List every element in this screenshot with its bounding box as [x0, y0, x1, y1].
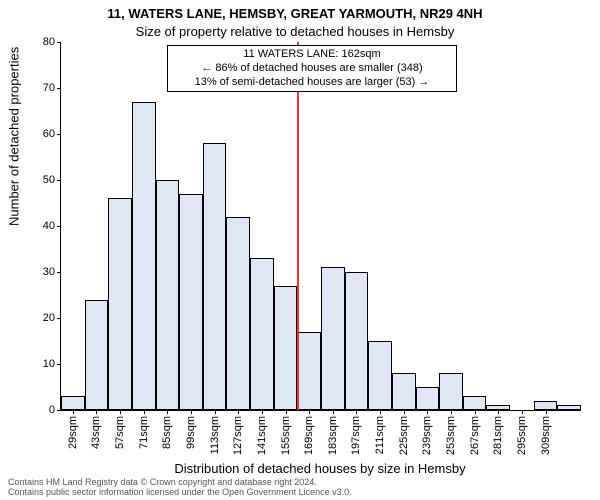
x-tick-mark — [167, 410, 168, 414]
histogram-bar — [203, 143, 227, 410]
plot-area: 0102030405060708029sqm43sqm57sqm71sqm85s… — [60, 42, 581, 411]
histogram-bar — [274, 286, 298, 410]
reference-line — [297, 42, 299, 410]
x-tick-label: 267sqm — [469, 416, 481, 455]
histogram-bar — [250, 258, 274, 410]
histogram-bar — [463, 396, 487, 410]
y-tick-label: 40 — [43, 220, 61, 232]
histogram-bar — [416, 387, 440, 410]
x-tick-label: 183sqm — [327, 416, 339, 455]
x-tick-mark — [451, 410, 452, 414]
x-tick-label: 127sqm — [232, 416, 244, 455]
x-tick-label: 295sqm — [516, 416, 528, 455]
x-tick-label: 197sqm — [350, 416, 362, 455]
x-tick-mark — [120, 410, 121, 414]
histogram-bar — [557, 405, 581, 410]
x-tick-label: 113sqm — [209, 416, 221, 454]
histogram-bar — [226, 217, 250, 410]
x-tick-mark — [475, 410, 476, 414]
histogram-bar — [179, 194, 203, 410]
x-tick-mark — [309, 410, 310, 414]
x-tick-mark — [380, 410, 381, 414]
x-tick-mark — [498, 410, 499, 414]
histogram-bar — [108, 198, 132, 410]
page-subtitle: Size of property relative to detached ho… — [0, 24, 590, 39]
histogram-bar — [156, 180, 180, 410]
page-title: 11, WATERS LANE, HEMSBY, GREAT YARMOUTH,… — [0, 6, 590, 21]
y-tick-label: 60 — [43, 128, 61, 140]
histogram-bar — [534, 401, 558, 410]
histogram-bar — [132, 102, 156, 410]
x-tick-mark — [427, 410, 428, 414]
x-tick-label: 239sqm — [421, 416, 433, 455]
y-axis-label-text: Number of detached properties — [7, 47, 22, 226]
x-tick-mark — [238, 410, 239, 414]
x-tick-label: 85sqm — [161, 416, 173, 449]
annotation-line-2: ← 86% of detached houses are smaller (34… — [174, 62, 450, 76]
histogram-bar — [61, 396, 85, 410]
histogram-bar — [321, 267, 345, 410]
y-tick-label: 50 — [43, 174, 61, 186]
y-tick-label: 80 — [43, 36, 61, 48]
x-tick-label: 309sqm — [540, 416, 552, 455]
x-tick-label: 155sqm — [280, 416, 292, 455]
footer-line-2: Contains public sector information licen… — [8, 488, 352, 498]
x-tick-mark — [286, 410, 287, 414]
y-tick-label: 30 — [43, 266, 61, 278]
y-tick-label: 0 — [49, 404, 61, 416]
histogram-bar — [368, 341, 392, 410]
x-tick-mark — [546, 410, 547, 414]
x-tick-mark — [96, 410, 97, 414]
y-tick-label: 70 — [43, 82, 61, 94]
chart-container: 11, WATERS LANE, HEMSBY, GREAT YARMOUTH,… — [0, 0, 600, 500]
x-tick-mark — [333, 410, 334, 414]
annotation-line-1: 11 WATERS LANE: 162sqm — [174, 48, 450, 62]
x-tick-mark — [191, 410, 192, 414]
footer: Contains HM Land Registry data © Crown c… — [8, 478, 352, 498]
x-tick-label: 71sqm — [138, 416, 150, 449]
x-tick-mark — [522, 410, 523, 414]
histogram-bar — [345, 272, 369, 410]
x-axis-label: Distribution of detached houses by size … — [60, 461, 580, 476]
histogram-bar — [392, 373, 416, 410]
x-tick-label: 225sqm — [398, 416, 410, 455]
x-tick-mark — [144, 410, 145, 414]
histogram-bar — [297, 332, 321, 410]
y-tick-label: 10 — [43, 358, 61, 370]
histogram-bar — [85, 300, 109, 410]
x-tick-label: 57sqm — [114, 416, 126, 449]
x-tick-label: 141sqm — [256, 416, 268, 455]
histogram-bar — [439, 373, 463, 410]
x-tick-label: 99sqm — [185, 416, 197, 449]
annotation-line-3: 13% of semi-detached houses are larger (… — [174, 76, 450, 90]
x-tick-mark — [73, 410, 74, 414]
x-tick-mark — [262, 410, 263, 414]
annotation-box: 11 WATERS LANE: 162sqm← 86% of detached … — [167, 45, 457, 92]
x-tick-label: 281sqm — [492, 416, 504, 455]
y-axis-label: Number of detached properties — [7, 47, 22, 226]
y-tick-label: 20 — [43, 312, 61, 324]
x-tick-mark — [404, 410, 405, 414]
x-tick-mark — [215, 410, 216, 414]
x-tick-mark — [356, 410, 357, 414]
x-tick-label: 29sqm — [67, 416, 79, 449]
x-tick-label: 253sqm — [445, 416, 457, 455]
x-tick-label: 211sqm — [374, 416, 386, 454]
x-tick-label: 169sqm — [303, 416, 315, 455]
x-tick-label: 43sqm — [90, 416, 102, 449]
